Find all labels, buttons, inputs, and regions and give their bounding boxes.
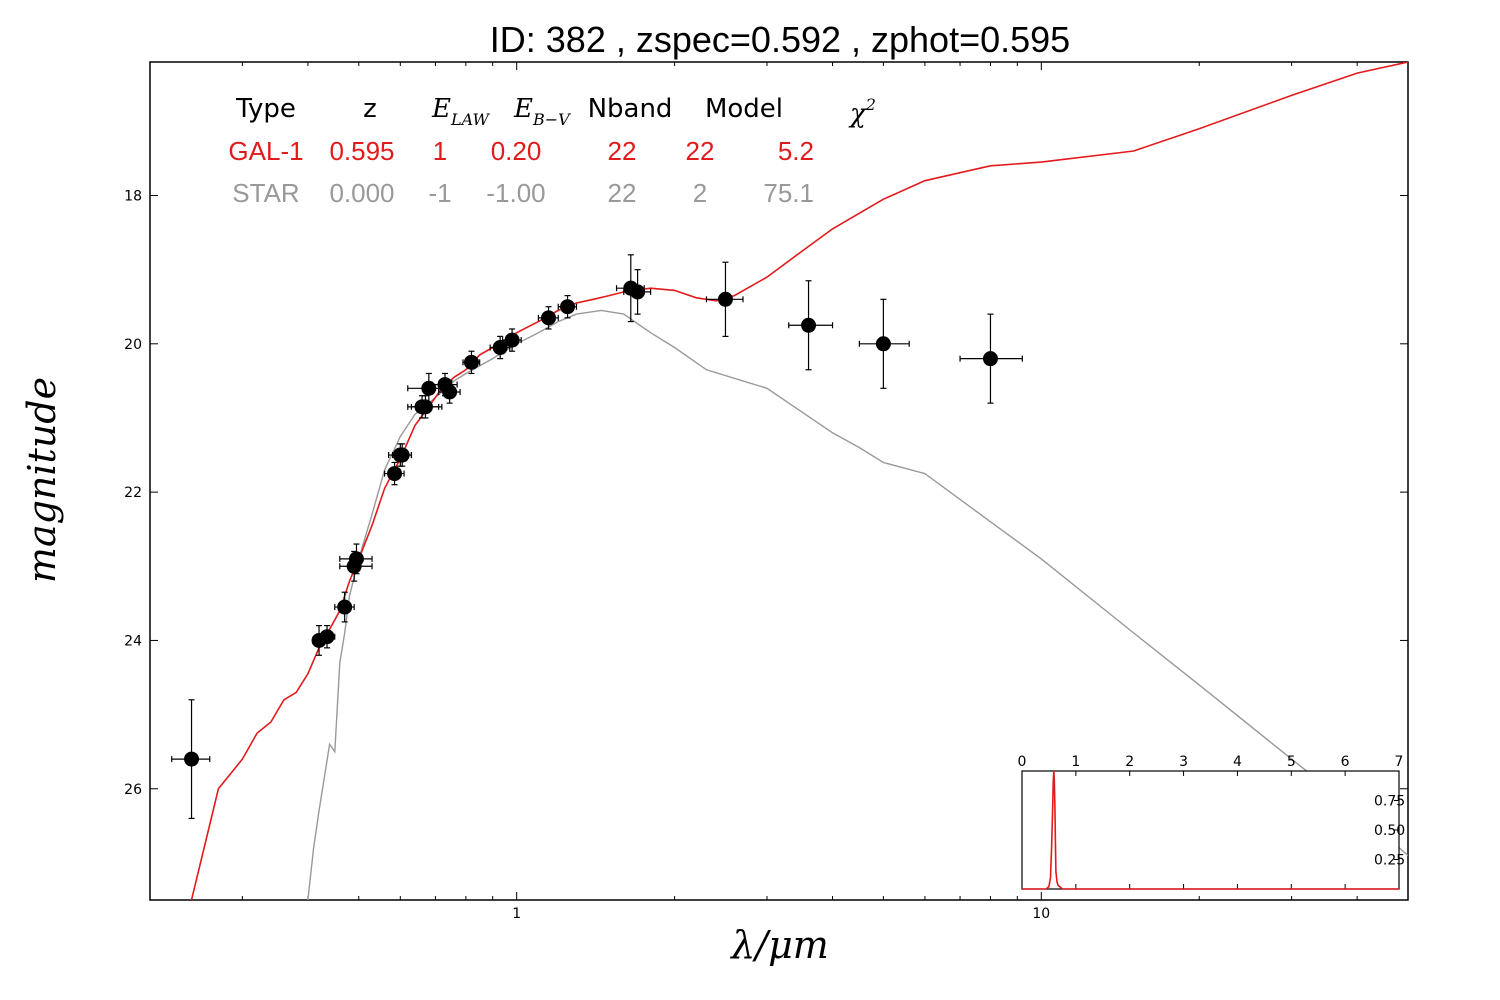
inset-x-tick-label: 7 [1395, 754, 1404, 770]
data-marker [541, 310, 557, 326]
photometry-points [171, 254, 1023, 820]
table-cell: 22 [608, 136, 637, 166]
y-tick-label: 24 [124, 633, 142, 649]
chart-title: ID: 382 , zspec=0.592 , zphot=0.595 [490, 19, 1070, 60]
table-cell: 22 [608, 178, 637, 208]
photometry-point [858, 298, 910, 389]
y-tick-label: 18 [124, 188, 142, 204]
photometry-point [501, 328, 522, 352]
photometry-point [788, 280, 834, 371]
photometry-point [557, 295, 578, 319]
table-cell: GAL-1 [228, 136, 303, 166]
data-marker [442, 384, 458, 400]
table-cell: 75.1 [763, 178, 814, 208]
photometry-point [623, 269, 652, 315]
fit-table: Type z ELAW EB−V Nband Model χ2 GAL-1 0.595 1 0.20… [228, 94, 876, 208]
photometry-point [537, 306, 559, 330]
table-cell: 0.20 [491, 136, 542, 166]
data-marker [630, 284, 646, 300]
y-axis-label: magnitude [20, 377, 64, 583]
inset-y-tick-label: 0.75 [1374, 794, 1405, 810]
table-header-nband: Nband [588, 94, 673, 124]
photometry-point [391, 443, 413, 467]
plot-frame [149, 61, 1409, 901]
table-header-model: Model [705, 94, 783, 124]
table-header-type: Type [235, 94, 296, 124]
x-axis-ticks: 1 10 [149, 62, 1409, 922]
table-cell: -1.00 [486, 178, 545, 208]
inset-x-tick-label: 0 [1018, 754, 1027, 770]
table-header-z: z [363, 94, 377, 124]
data-marker [875, 336, 891, 352]
table-cell: 1 [433, 136, 447, 166]
inset-y-tick-label: 0.25 [1374, 853, 1405, 869]
data-marker [463, 354, 479, 370]
inset-y-tick-label: 0.50 [1374, 823, 1405, 839]
inset-x-tick-label: 1 [1071, 754, 1080, 770]
y-tick-label: 20 [124, 337, 142, 353]
inset-background [1022, 771, 1399, 889]
inset-pdz-line [1022, 770, 1399, 890]
y-tick-label: 26 [124, 782, 142, 798]
table-cell: 22 [686, 136, 715, 166]
inset-pdz-curve [1022, 770, 1399, 890]
inset-x-tick-label: 5 [1287, 754, 1296, 770]
inset-ticks: 0 1 2 3 4 5 6 7 0.25 0.50 0.75 [1018, 754, 1405, 889]
table-cell: 0.000 [329, 178, 394, 208]
data-marker [982, 351, 998, 367]
table-cell: STAR [232, 178, 299, 208]
photometry-point [438, 380, 461, 404]
x-axis-label: λ/μm [729, 923, 829, 967]
x-tick-label: 1 [512, 906, 521, 922]
photometry-point [959, 313, 1023, 404]
data-marker [492, 340, 508, 356]
inset-x-tick-label: 6 [1341, 754, 1350, 770]
data-marker [348, 551, 364, 567]
data-marker [184, 751, 200, 767]
y-tick-label: 22 [124, 485, 142, 501]
data-marker [337, 599, 353, 615]
photometry-point [383, 461, 405, 486]
photometry-point [334, 591, 355, 623]
photometry-point [171, 699, 211, 820]
inset-x-tick-label: 4 [1233, 754, 1242, 770]
table-header-chi2: χ2 [848, 95, 876, 129]
x-tick-label: 10 [1032, 906, 1050, 922]
data-marker [504, 332, 520, 348]
photometry-point [489, 335, 511, 360]
table-cell: 0.595 [329, 136, 394, 166]
data-marker [421, 380, 437, 396]
photometry-point [705, 261, 744, 337]
table-header-elaw: ELAW [431, 94, 491, 129]
inset-x-tick-label: 2 [1125, 754, 1134, 770]
star-model-line [307, 309, 1408, 900]
pdz-inset: 0 1 2 3 4 5 6 7 0.25 0.50 0.75 [1018, 754, 1405, 890]
data-marker [319, 629, 335, 645]
inset-x-tick-label: 3 [1179, 754, 1188, 770]
photometry-point [462, 350, 481, 375]
data-marker [394, 447, 410, 463]
photometry-point [318, 625, 336, 649]
photometry-point [410, 395, 443, 419]
data-marker [560, 299, 576, 315]
data-marker [387, 466, 403, 482]
data-marker [801, 317, 817, 333]
table-cell: 2 [693, 178, 707, 208]
photometry-point [339, 543, 373, 575]
data-marker [417, 399, 433, 415]
table-cell: 5.2 [778, 136, 814, 166]
data-marker [717, 291, 733, 307]
table-header-ebv: EB−V [513, 94, 571, 129]
table-cell: -1 [428, 178, 451, 208]
